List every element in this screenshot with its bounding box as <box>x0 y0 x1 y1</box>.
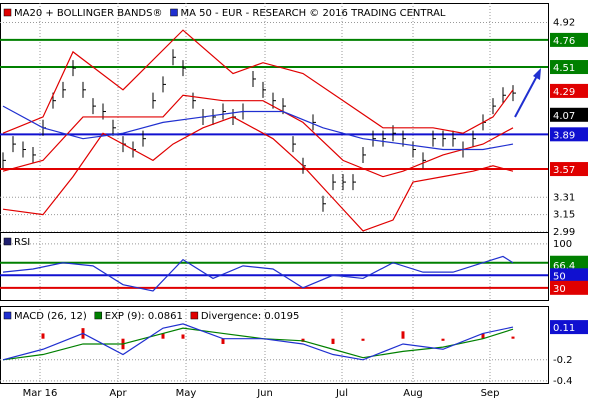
y-tick-label: 4.92 <box>553 18 575 29</box>
divergence-bar <box>181 334 185 339</box>
level-label: 4.07 <box>553 111 575 122</box>
legend-swatch <box>3 311 12 320</box>
level-label: 4.29 <box>553 87 575 98</box>
divergence-bar <box>441 338 445 341</box>
level-label: 3.57 <box>553 165 575 176</box>
x-tick-label: Jun <box>256 388 273 399</box>
divergence-bar <box>41 333 45 339</box>
series-line <box>2 255 514 292</box>
legend-label: MACD (26, 12) <box>14 311 87 322</box>
divergence-bar <box>331 338 335 344</box>
legend-label: MA 50 - EUR - RESEARCH © 2016 TRADING CE… <box>180 8 445 19</box>
legend-swatch <box>190 311 199 320</box>
x-tick-label: Jul <box>335 388 348 399</box>
level-box <box>550 60 588 75</box>
x-tick-label: Mar 16 <box>23 388 58 399</box>
level-box <box>550 320 588 335</box>
level-box <box>550 127 588 142</box>
legend-label: MA20 + BOLLINGER BANDS® <box>14 8 162 19</box>
divergence-bar <box>361 338 365 341</box>
level-label: 3.89 <box>553 130 575 141</box>
y-tick-label: -0.2 <box>553 355 573 366</box>
level-box <box>550 32 588 47</box>
legend-label: RSI <box>14 237 30 248</box>
y-tick-label: -0.4 <box>553 376 573 387</box>
x-tick-label: Sep <box>481 388 500 399</box>
series-line <box>2 327 514 361</box>
y-tick-label: 100 <box>553 239 572 250</box>
forecast-arrow <box>514 73 539 118</box>
x-tick-label: May <box>176 388 197 399</box>
y-tick-label: 3.31 <box>553 192 575 203</box>
series-line <box>2 105 514 151</box>
level-box <box>550 107 588 122</box>
level-label: 4.51 <box>553 63 575 74</box>
legend-swatch <box>170 8 178 17</box>
divergence-bar <box>221 338 225 344</box>
divergence-bar <box>481 333 485 339</box>
divergence-bar <box>401 331 405 339</box>
level-label: 50 <box>553 271 566 282</box>
series-line <box>2 323 514 361</box>
level-label: 0.11 <box>553 323 575 334</box>
level-label: 30 <box>553 284 566 295</box>
x-tick-label: Apr <box>109 388 127 399</box>
divergence-bar <box>511 336 515 339</box>
level-box <box>550 83 588 98</box>
level-box <box>550 268 588 283</box>
series-line <box>2 29 514 134</box>
level-box <box>550 280 588 295</box>
legend-swatch <box>94 311 103 320</box>
series-line <box>2 94 514 178</box>
level-label: 4.76 <box>553 36 575 47</box>
series-line <box>2 116 514 232</box>
divergence-bar <box>161 333 165 339</box>
panel-frame <box>0 232 549 301</box>
y-tick-label: 2.99 <box>553 227 575 238</box>
legend-swatch <box>3 237 12 246</box>
legend-swatch <box>3 8 12 17</box>
legend-label: EXP (9): 0.0861 <box>105 311 183 322</box>
legend-label: Divergence: 0.0195 <box>201 311 300 322</box>
x-tick-label: Aug <box>403 388 423 399</box>
level-box <box>550 162 588 177</box>
level-label: 66.4 <box>553 261 575 272</box>
panel-frame <box>0 306 549 384</box>
forecast-arrow-head <box>533 68 541 80</box>
y-tick-label: 3.15 <box>553 210 575 221</box>
